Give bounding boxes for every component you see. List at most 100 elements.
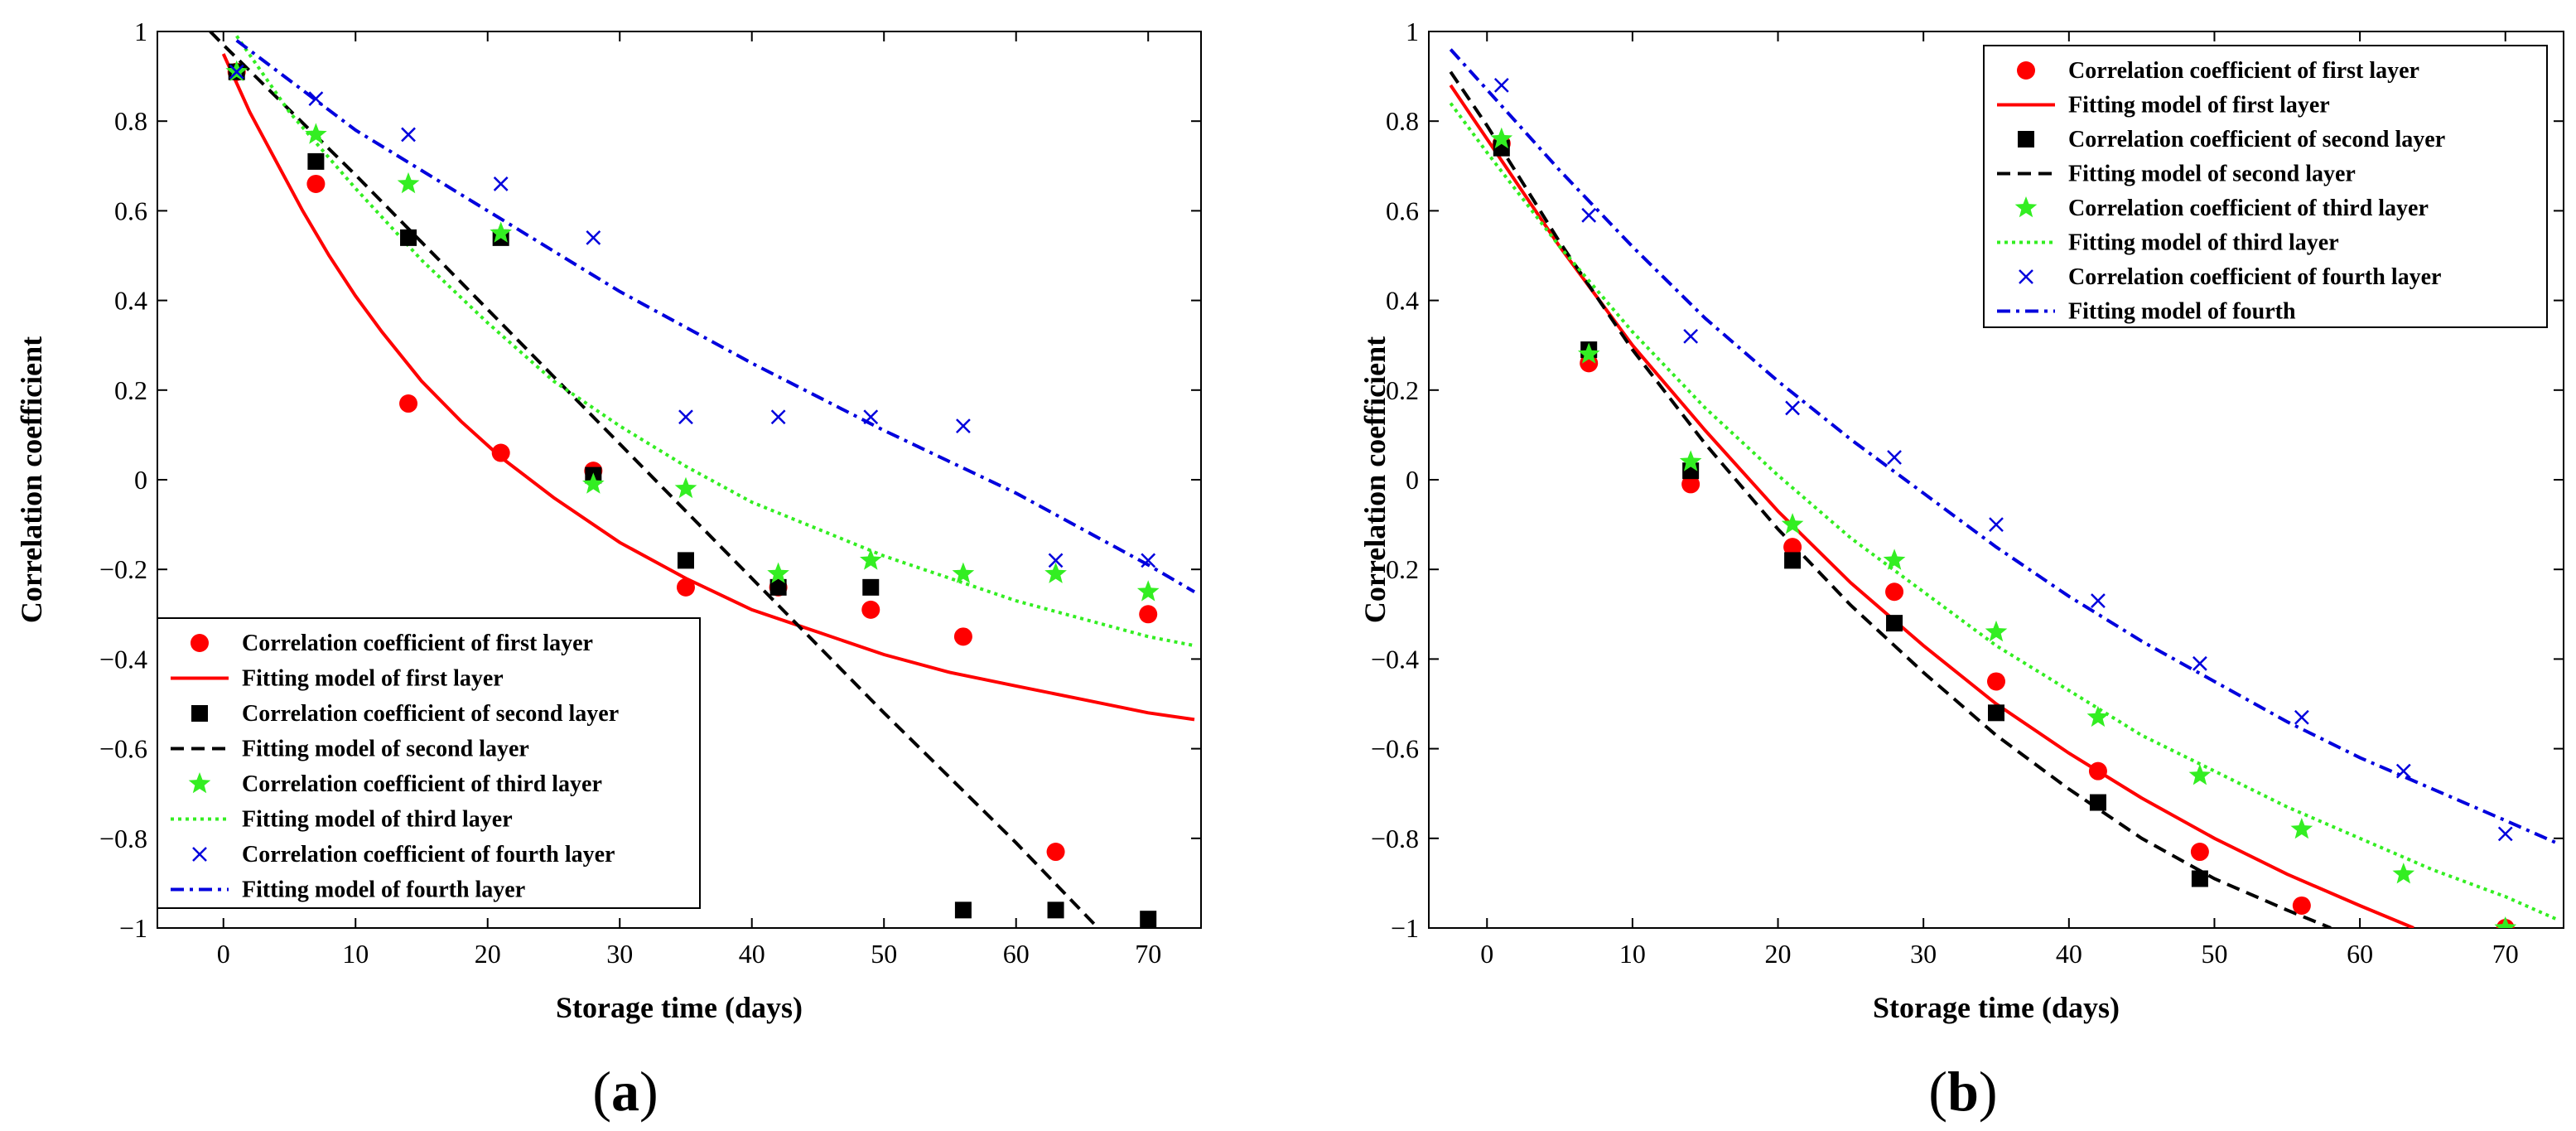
fit-line xyxy=(235,39,1196,594)
y-axis-title: Correlation coefficient xyxy=(1358,336,1392,623)
data-point xyxy=(1046,843,1065,862)
data-point xyxy=(1783,538,1802,557)
x-tick-label: 0 xyxy=(1480,939,1493,969)
data-point xyxy=(1581,207,1597,223)
legend-box xyxy=(157,617,701,909)
legend-swatch xyxy=(191,634,209,652)
legend-entry: Correlation coefficient of fourth layer xyxy=(192,842,615,868)
legend-entry: Fitting model of second layer xyxy=(1997,162,2356,187)
fit-lines xyxy=(209,31,1196,928)
data-point xyxy=(770,409,786,425)
data-point xyxy=(1679,450,1702,471)
legend-entry: Correlation coefficient of first layer xyxy=(191,631,593,656)
data-point xyxy=(586,230,601,245)
y-tick-label: 0.4 xyxy=(114,286,147,316)
data-point xyxy=(767,562,789,583)
data-point xyxy=(490,221,512,243)
data-point xyxy=(1987,672,2005,691)
legend-swatch xyxy=(2017,61,2035,80)
x-tick-label: 70 xyxy=(1135,939,1161,969)
y-tick-label: −0.2 xyxy=(99,554,147,584)
legend-swatch xyxy=(192,847,207,862)
fit-lines xyxy=(1449,48,2558,928)
legend-label: Correlation coefficient of third layer xyxy=(242,771,602,797)
data-point xyxy=(1985,620,2008,642)
x-tick-label: 60 xyxy=(1003,939,1030,969)
data-point xyxy=(861,600,880,619)
data-point xyxy=(2392,863,2415,884)
legend-entry: Fitting model of fourth xyxy=(1997,299,2296,325)
data-point xyxy=(1887,450,1902,465)
x-tick-label: 60 xyxy=(2347,939,2373,969)
legend-entry: Correlation coefficient of third layer xyxy=(2014,196,2429,221)
data-point xyxy=(1785,400,1800,416)
y-tick-label: 0.2 xyxy=(1386,375,1419,405)
legend-entry: Fitting model of fourth layer xyxy=(171,877,525,903)
data-point xyxy=(399,394,418,413)
y-tick-label: 1 xyxy=(134,17,147,46)
legend-entry: Correlation coefficient of fourth layer xyxy=(2019,264,2441,290)
data-point xyxy=(1683,328,1699,344)
legend-label: Fitting model of third layer xyxy=(2068,230,2339,256)
data-point xyxy=(2497,826,2513,842)
legend-label: Correlation coefficient of second layer xyxy=(2068,127,2445,152)
y-tick-label: −0.4 xyxy=(1371,644,1419,674)
legend-swatch xyxy=(191,705,208,722)
data-point xyxy=(954,901,972,919)
x-tick-label: 40 xyxy=(739,939,765,969)
data-point xyxy=(2091,593,2106,608)
legend-swatch xyxy=(2019,269,2033,284)
data-point xyxy=(305,123,327,144)
y-tick-label: 0 xyxy=(134,465,147,495)
data-point xyxy=(769,578,787,596)
data-point xyxy=(2088,761,2107,781)
data-point xyxy=(1141,553,1156,568)
data-point xyxy=(2294,709,2309,725)
y-tick-label: 1 xyxy=(1406,17,1419,46)
data-point xyxy=(1883,549,1906,570)
data-point xyxy=(400,229,417,246)
data-point xyxy=(952,562,975,583)
data-point xyxy=(1577,342,1600,364)
data-point xyxy=(677,552,694,569)
data-point xyxy=(2395,763,2411,779)
y-tick-label: 0.8 xyxy=(114,106,147,136)
fit-line xyxy=(1449,84,2414,928)
data-points xyxy=(225,60,1160,928)
data-point xyxy=(2292,896,2311,915)
legend-label: Fitting model of first layer xyxy=(242,666,504,692)
legend-entry: Fitting model of first layer xyxy=(171,666,504,692)
x-tick-label: 10 xyxy=(1619,939,1646,969)
x-tick-label: 30 xyxy=(1910,939,1937,969)
y-tick-label: 0.2 xyxy=(114,375,147,405)
fit-line xyxy=(1449,48,2558,845)
y-tick-label: 0.8 xyxy=(1386,106,1419,136)
legend-entry: Fitting model of third layer xyxy=(1997,230,2339,256)
data-point xyxy=(493,176,509,191)
data-point xyxy=(308,91,324,107)
data-points xyxy=(1490,78,2517,928)
fit-line xyxy=(1449,102,2558,921)
x-tick-label: 0 xyxy=(217,939,230,969)
data-point xyxy=(1139,605,1158,624)
panel-label-letter: b xyxy=(1947,1060,1979,1123)
chart-panel-b: 0 10 20 30 40 50 60 70 −1 −0.8 −0.6 −0.4 −0.2 0 0.2 0.… xyxy=(1358,17,2564,1123)
legend: Correlation coefficient of first layer Fi… xyxy=(1983,45,2548,328)
data-point xyxy=(1044,562,1067,583)
data-point xyxy=(956,418,971,433)
y-tick-label: −0.2 xyxy=(1371,554,1419,584)
data-point xyxy=(2290,818,2313,839)
data-point xyxy=(306,174,326,193)
data-point xyxy=(1136,580,1160,602)
data-point xyxy=(2192,655,2207,671)
data-point xyxy=(1493,78,1509,93)
data-point xyxy=(2188,764,2212,785)
legend-swatch xyxy=(2018,131,2034,147)
legend-label: Correlation coefficient of third layer xyxy=(2068,196,2429,221)
data-point xyxy=(1988,704,2004,722)
data-point xyxy=(1048,553,1064,568)
data-point xyxy=(863,409,879,425)
data-point xyxy=(2190,843,2209,862)
legend-label: Correlation coefficient of first layer xyxy=(2068,58,2419,84)
